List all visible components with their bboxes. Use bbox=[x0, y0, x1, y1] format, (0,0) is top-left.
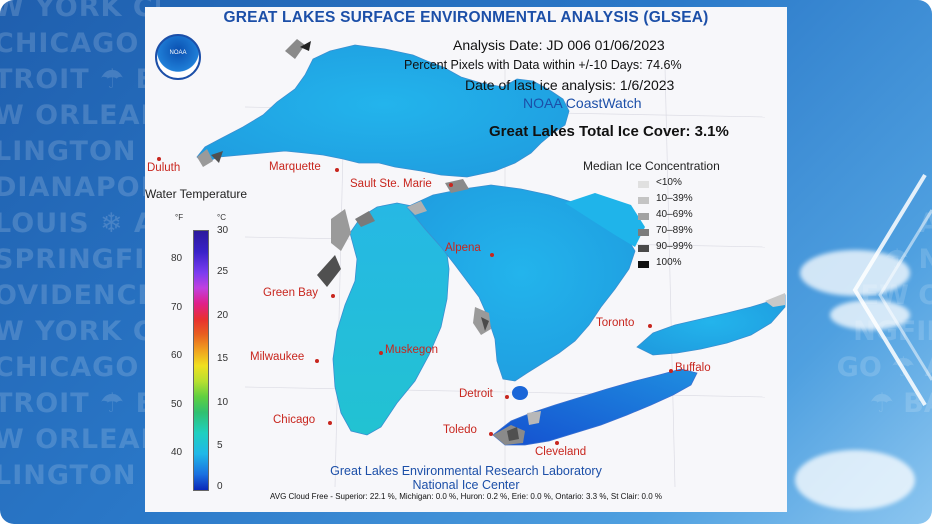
city-dot bbox=[490, 253, 494, 257]
city-dot bbox=[331, 294, 335, 298]
ice-legend-swatch bbox=[638, 261, 649, 268]
bg-city-word: W YORK CI bbox=[0, 316, 160, 347]
city-dot bbox=[335, 168, 339, 172]
lake-erie bbox=[492, 368, 698, 446]
city-label-cleveland: Cleveland bbox=[535, 446, 587, 458]
noaa-logo-text: NOAA bbox=[169, 50, 187, 56]
data-source: NOAA CoastWatch bbox=[523, 95, 642, 111]
ice-legend-swatch bbox=[638, 197, 649, 204]
bg-city-word: LINGTON ☂ bbox=[0, 136, 160, 167]
bg-city-word: SPRINGFIEL bbox=[0, 244, 160, 275]
tick-f: 70 bbox=[171, 302, 183, 313]
tick-c: 25 bbox=[217, 266, 229, 277]
city-label-buffalo: Buffalo bbox=[675, 362, 711, 374]
tick-c: 10 bbox=[217, 397, 229, 408]
ice-legend-label: 90–99% bbox=[656, 241, 693, 252]
city-dot bbox=[648, 324, 652, 328]
tick-f: 80 bbox=[171, 253, 183, 264]
lake-st-clair bbox=[512, 386, 528, 400]
tick-f: 60 bbox=[171, 350, 183, 361]
ice-legend-swatch bbox=[638, 181, 649, 188]
bg-city-word: W YORK CI bbox=[0, 0, 160, 23]
bg-city-word: TROIT ☂ BA bbox=[0, 64, 160, 95]
ice-legend-swatch bbox=[638, 245, 649, 252]
ice-legend-label: 100% bbox=[656, 257, 682, 268]
bg-city-word: GO ☂ AT bbox=[836, 352, 932, 383]
lake-ontario bbox=[636, 294, 786, 356]
tick-c: 5 bbox=[217, 440, 223, 451]
noaa-logo: NOAA bbox=[155, 34, 201, 80]
city-label-muskegon: Muskegon bbox=[385, 344, 439, 356]
great-lakes-map bbox=[196, 39, 786, 488]
tick-f: 40 bbox=[171, 447, 183, 458]
tick-c: 0 bbox=[217, 481, 223, 492]
bg-city-word: CHICAGO A bbox=[0, 28, 160, 59]
lake-superior bbox=[196, 44, 570, 178]
bg-city-word: ☂ BAL bbox=[869, 388, 932, 419]
ice-legend-label: <10% bbox=[656, 177, 682, 188]
footer-glerl: Great Lakes Environmental Research Labor… bbox=[330, 464, 602, 478]
bg-city-word: TROIT ☂ BA bbox=[0, 388, 160, 419]
ice-legend-title: Median Ice Concentration bbox=[583, 159, 720, 173]
city-label-duluth: Duluth bbox=[147, 162, 181, 174]
city-dot bbox=[505, 395, 509, 399]
cloud-shape bbox=[795, 450, 915, 510]
bg-city-word: CHICAGO A bbox=[0, 352, 160, 383]
city-label-chicago: Chicago bbox=[273, 414, 316, 426]
city-label-alpena: Alpena bbox=[445, 242, 481, 254]
unit-fahrenheit: °F bbox=[175, 213, 184, 222]
city-dot bbox=[379, 351, 383, 355]
bg-city-word: LOUIS ❄ A bbox=[0, 208, 156, 239]
tick-c: 15 bbox=[217, 353, 229, 364]
tick-f: 50 bbox=[171, 399, 183, 410]
city-dot bbox=[449, 183, 453, 187]
city-label-marquette: Marquette bbox=[269, 161, 321, 173]
cloud-free-stats: AVG Cloud Free - Superior: 22.1 %, Michi… bbox=[269, 492, 663, 501]
chevron-graphic bbox=[852, 173, 932, 407]
bg-city-word: LINGTON ☂ bbox=[0, 460, 160, 491]
tick-c: 20 bbox=[217, 310, 229, 321]
city-label-detroit: Detroit bbox=[459, 388, 493, 400]
glsea-map-panel: GREAT LAKES SURFACE ENVIRONMENTAL ANALYS… bbox=[145, 7, 787, 512]
city-label-milwaukee: Milwaukee bbox=[250, 351, 305, 363]
city-label-green-bay: Green Bay bbox=[263, 287, 318, 299]
ice-legend-label: 70–89% bbox=[656, 225, 693, 236]
last-ice-analysis: Date of last ice analysis: 1/6/2023 bbox=[465, 77, 675, 93]
bg-city-word: W ORLEANS bbox=[0, 424, 160, 455]
city-dot bbox=[157, 157, 161, 161]
city-dot bbox=[669, 369, 673, 373]
water-temp-label: Water Temperature bbox=[145, 187, 248, 201]
ice-legend-label: 40–69% bbox=[656, 209, 693, 220]
temperature-colorbar bbox=[193, 230, 209, 491]
bg-city-word: OVIDENCE bbox=[0, 280, 157, 311]
city-dot bbox=[555, 441, 559, 445]
bg-city-word: DIANAPOLI bbox=[0, 172, 160, 203]
ice-legend-swatch bbox=[638, 213, 649, 220]
background-city-list-left: W YORK CI CHICAGO A TROIT ☂ BA W ORLEANS… bbox=[0, 0, 160, 524]
city-label-toledo: Toledo bbox=[443, 424, 477, 436]
map-title: GREAT LAKES SURFACE ENVIRONMENTAL ANALYS… bbox=[223, 9, 709, 26]
lake-michigan bbox=[332, 202, 450, 436]
lake-huron bbox=[406, 184, 636, 382]
ice-legend-swatch bbox=[638, 229, 649, 236]
city-dot bbox=[489, 432, 493, 436]
ice-legend-label: 10–39% bbox=[656, 193, 693, 204]
city-dot bbox=[315, 359, 319, 363]
unit-celsius: °C bbox=[217, 213, 226, 222]
city-label-sault-ste-marie: Sault Ste. Marie bbox=[350, 178, 432, 190]
percent-pixels: Percent Pixels with Data within +/-10 Da… bbox=[404, 58, 682, 72]
city-label-toronto: Toronto bbox=[596, 317, 635, 329]
footer-nic: National Ice Center bbox=[412, 478, 520, 492]
total-ice-cover: Great Lakes Total Ice Cover: 3.1% bbox=[489, 123, 729, 140]
city-dot bbox=[328, 421, 332, 425]
tick-c: 30 bbox=[217, 225, 229, 236]
analysis-date: Analysis Date: JD 006 01/06/2023 bbox=[453, 37, 665, 53]
bg-city-word: W ORLEANS bbox=[0, 100, 160, 131]
